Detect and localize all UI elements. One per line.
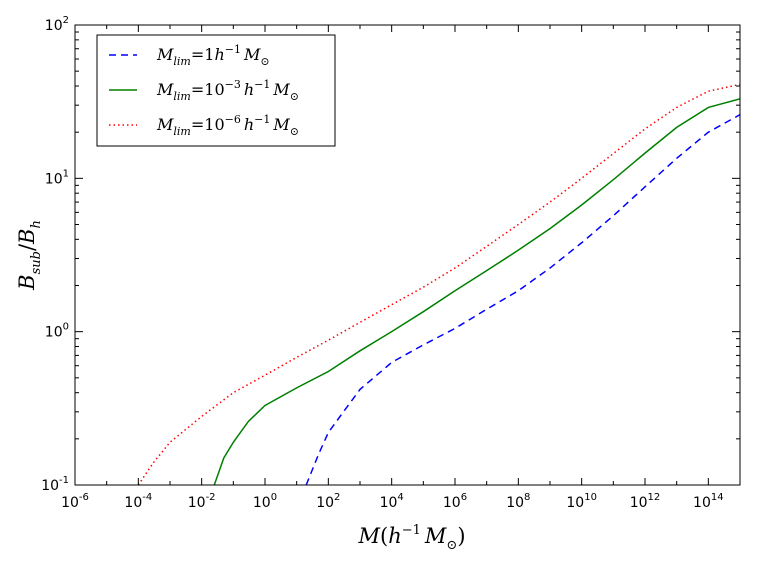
series-layer [137, 83, 740, 485]
y-axis-label: Bsub/Bh [15, 220, 44, 291]
x-tick-label: 10-2 [188, 492, 216, 511]
x-tick-label: 1012 [630, 492, 661, 511]
legend-label-1: Mlim=1h−1 M⊙ [156, 43, 270, 68]
y-axis-label-den-sub: h [29, 220, 44, 228]
legend-label-2: Mlim=10−3 h−1 M⊙ [156, 78, 299, 103]
x-axis-label-m2: M [424, 524, 447, 548]
x-tick-label: 10-6 [61, 492, 89, 511]
plot-frame [74, 24, 741, 486]
y-axis-label-num-sub: sub [29, 251, 44, 274]
y-axis-label-num: B [15, 274, 39, 290]
x-axis-label-h: h [388, 524, 402, 548]
x-axis-label-h-exp: −1 [402, 523, 421, 538]
x-axis-label-close: ) [457, 524, 465, 548]
y-tick-label: 10-1 [41, 475, 69, 494]
y-axis-label-slash: / [15, 243, 39, 251]
x-axis-label-open: ( [380, 524, 388, 548]
x-tick-label: 1010 [566, 492, 597, 511]
y-tick-label: 102 [45, 15, 69, 34]
legend-entry-2: Mlim=10−3 h−1 M⊙ [109, 78, 299, 103]
series-line-3 [137, 83, 740, 485]
x-tick-label: 100 [253, 492, 277, 511]
legend-entry-1: Mlim=1h−1 M⊙ [109, 43, 270, 68]
x-axis-label-m: M [357, 524, 380, 548]
x-tick-label: 102 [316, 492, 340, 511]
series-line-1 [305, 114, 740, 485]
tick-layer: 10-6 10-4 10-2 100 102 104 106 108 1010 1012 1014 1… [41, 15, 741, 511]
x-tick-label: 1014 [693, 492, 724, 511]
legend: Mlim=1h−1 M⊙ Mlim=10−3 h−1 M⊙ Mlim=10−6 h−1 M… [96, 34, 336, 147]
x-axis-label-sun: ⊙ [446, 538, 457, 553]
series-line-2 [213, 98, 740, 485]
x-axis-label: M(h−1 M⊙) [357, 523, 465, 553]
x-tick-label: 106 [443, 492, 467, 511]
x-tick-label: 10-4 [124, 492, 152, 511]
y-tick-label: 101 [45, 168, 69, 187]
y-tick-label: 100 [45, 322, 69, 341]
x-tick-label: 108 [506, 492, 530, 511]
y-axis-label-den: B [15, 229, 39, 245]
legend-label-3: Mlim=10−6 h−1 M⊙ [156, 113, 299, 138]
x-tick-label: 104 [380, 492, 404, 511]
legend-entry-3: Mlim=10−6 h−1 M⊙ [109, 113, 299, 138]
